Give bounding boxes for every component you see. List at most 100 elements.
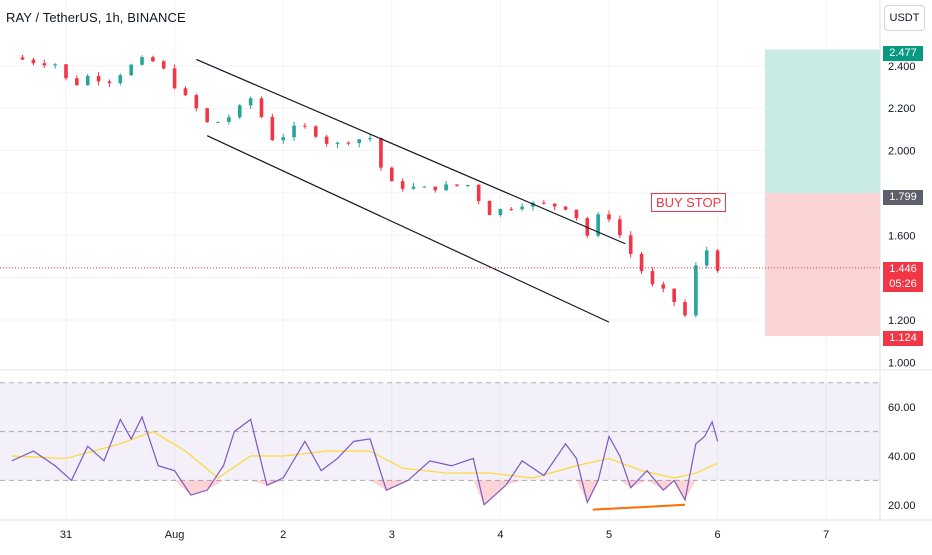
candle-body	[313, 126, 318, 137]
candle-body	[270, 116, 275, 141]
rsi-oversold-fill	[190, 480, 208, 496]
candle-body	[574, 209, 579, 219]
candle-body	[596, 214, 600, 236]
candle-body	[618, 219, 622, 236]
symbol-title[interactable]: RAY / TetherUS, 1h, BINANCE	[6, 10, 186, 25]
candle-body	[64, 64, 68, 79]
time-tick-label: 5	[606, 529, 612, 541]
candle-body	[248, 98, 253, 106]
stop-price-tag: 1.124	[883, 331, 923, 346]
candle-body	[183, 88, 188, 96]
rsi-tick-label: 60.00	[888, 402, 916, 414]
price-tick-label: 1.600	[888, 230, 916, 242]
rsi-tick-label: 20.00	[888, 500, 916, 512]
price-tick-label: 2.200	[888, 103, 916, 115]
time-tick-label: 31	[60, 529, 72, 541]
candle-body	[466, 184, 470, 186]
candle-body	[672, 288, 676, 303]
candle-body	[335, 142, 340, 144]
candle-body	[107, 81, 112, 84]
candle-body	[292, 125, 296, 138]
candle-body	[607, 214, 611, 220]
candle-body	[172, 68, 177, 89]
candle-body	[487, 200, 492, 215]
candle-body	[368, 138, 372, 140]
candle-body	[31, 59, 36, 64]
target-price-tag: 2.477	[883, 46, 923, 61]
candle-body	[704, 250, 709, 266]
rsi-oversold-fill	[630, 480, 648, 488]
candle-body	[161, 61, 166, 69]
candle-body	[118, 75, 123, 84]
price-tick-label: 2.000	[888, 146, 916, 158]
candle-body	[542, 202, 546, 204]
price-tick-label: 2.400	[888, 61, 916, 73]
candle-body	[151, 57, 155, 62]
candle-body	[455, 184, 459, 186]
channel-upper-line[interactable]	[196, 58, 626, 245]
rsi-ma-line	[11, 430, 718, 479]
time-tick-label: 6	[715, 529, 721, 541]
rsi-line	[11, 415, 719, 506]
divergence-line[interactable]	[592, 503, 686, 511]
channel-lower-line[interactable]	[206, 135, 610, 323]
candle-body	[303, 125, 307, 127]
candle-body	[96, 76, 101, 82]
candle-body	[129, 64, 133, 76]
candle-body	[379, 138, 383, 168]
rsi-oversold-fill	[250, 480, 267, 486]
candle-body	[476, 184, 481, 201]
candle-body	[281, 137, 285, 141]
entry-price-tag: 1.799	[883, 190, 923, 205]
candle-body	[85, 76, 90, 86]
candle-body	[650, 271, 655, 285]
candle-body	[444, 184, 448, 191]
candle-body	[42, 63, 47, 66]
candle-body	[237, 105, 242, 118]
countdown-tag: 05:26	[883, 277, 923, 292]
candle-body	[194, 95, 199, 109]
candle-body	[20, 57, 25, 60]
candle-body	[53, 64, 57, 66]
candle-body	[227, 117, 231, 122]
time-tick-label: 4	[497, 529, 503, 541]
candle-body	[216, 121, 220, 123]
candle-body	[520, 206, 524, 210]
rsi-oversold-fill	[174, 480, 191, 496]
candle-body	[140, 57, 144, 65]
candle-body	[563, 206, 568, 210]
candle-body	[552, 203, 557, 207]
rsi-oversold-fill	[484, 480, 506, 505]
price-tick-label: 1.000	[888, 357, 916, 369]
profit-zone	[765, 49, 880, 194]
rsi-oversold-fill	[647, 480, 664, 491]
candle-body	[683, 302, 687, 316]
candle-body	[694, 265, 698, 316]
rsi-tick-label: 40.00	[888, 451, 916, 463]
candle-body	[628, 235, 633, 254]
loss-zone	[765, 193, 880, 337]
rsi-oversold-fill	[619, 480, 631, 488]
rsi-oversold-fill	[576, 480, 588, 503]
candle-body	[498, 209, 503, 215]
rsi-oversold-fill	[266, 480, 284, 486]
current-price-tag: 1.446	[883, 262, 923, 277]
candle-body	[346, 142, 351, 144]
time-tick-label: 2	[280, 529, 286, 541]
price-tick-label: 1.200	[888, 315, 916, 327]
time-tick-label: 7	[823, 529, 829, 541]
rsi-oversold-fill	[370, 480, 387, 491]
rsi-oversold-fill	[207, 480, 224, 491]
candle-body	[357, 139, 362, 144]
time-tick-label: 3	[389, 529, 395, 541]
buy-stop-label: BUY STOP	[651, 193, 727, 212]
candle-body	[205, 108, 209, 123]
rsi-oversold-fill	[505, 480, 523, 486]
rsi-oversold-fill	[473, 480, 485, 505]
candle-body	[639, 253, 644, 272]
candle-body	[509, 209, 514, 211]
candle-body	[661, 284, 666, 289]
currency-button[interactable]: USDT	[884, 5, 925, 31]
